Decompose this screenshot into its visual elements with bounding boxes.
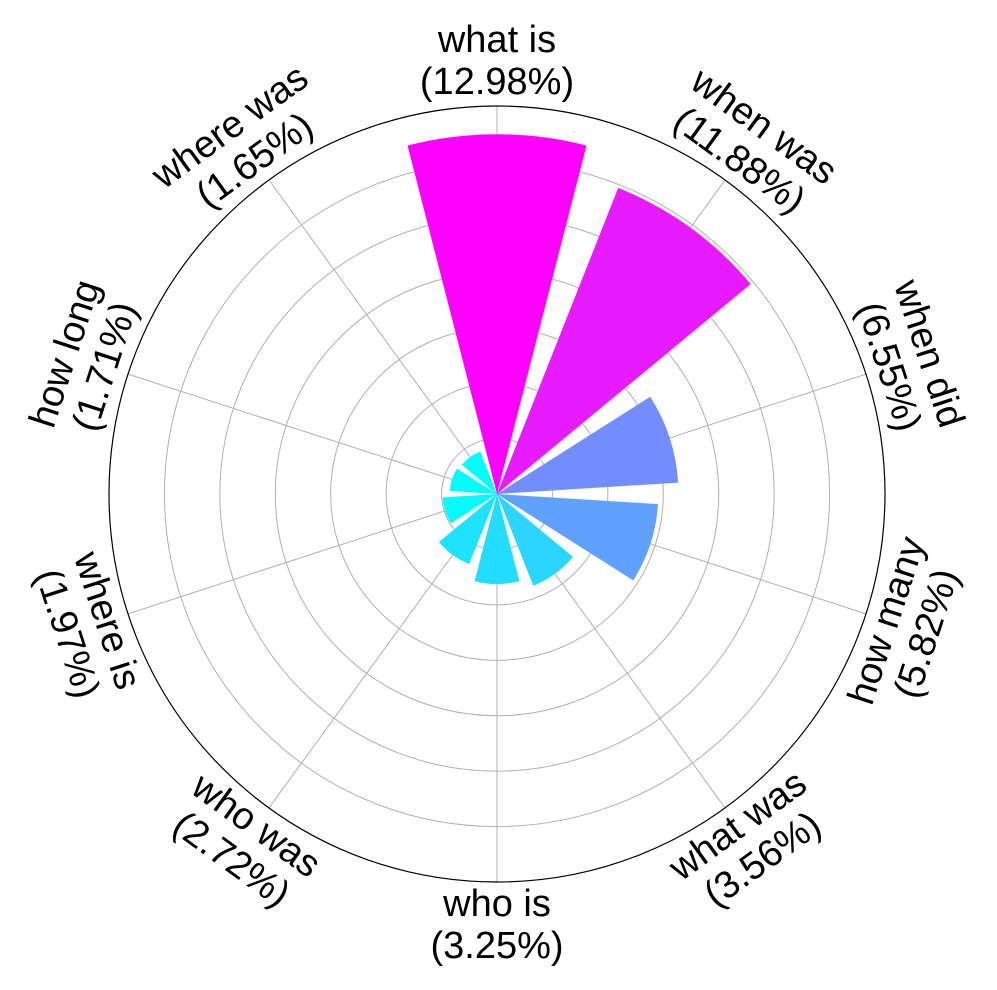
grid-spoke — [127, 493, 498, 615]
bar-when-did — [497, 396, 679, 494]
category-label: where is(1.97%) — [27, 546, 149, 703]
category-name: what is — [437, 19, 556, 61]
category-name: who is — [442, 883, 551, 925]
bar-when-was — [497, 187, 751, 495]
bar-how-long — [449, 468, 497, 494]
category-label: when was(11.88%) — [666, 59, 845, 222]
bar-what-was — [497, 494, 574, 586]
grid-spoke — [268, 179, 498, 495]
category-percent: (3.25%) — [430, 925, 563, 967]
category-label: how long(1.71%) — [22, 275, 146, 437]
bar-where-was — [461, 451, 497, 494]
bar-what-is — [407, 134, 587, 494]
bar-where-is — [442, 494, 497, 524]
bar-how-many — [497, 494, 658, 581]
bars — [407, 134, 751, 586]
category-percent: (12.98%) — [420, 61, 574, 103]
category-label: who is(3.25%) — [430, 883, 563, 967]
category-label: where was(1.65%) — [144, 56, 321, 216]
bar-who-is — [474, 494, 520, 585]
bar-who-was — [438, 494, 497, 565]
category-label: what was(3.56%) — [661, 762, 829, 916]
category-label: what is(12.98%) — [420, 19, 574, 103]
grid-spoke — [127, 373, 498, 495]
category-label: when did(6.55%) — [848, 274, 972, 437]
category-label: how many(5.82%) — [840, 532, 967, 710]
outer-circle — [108, 105, 886, 883]
